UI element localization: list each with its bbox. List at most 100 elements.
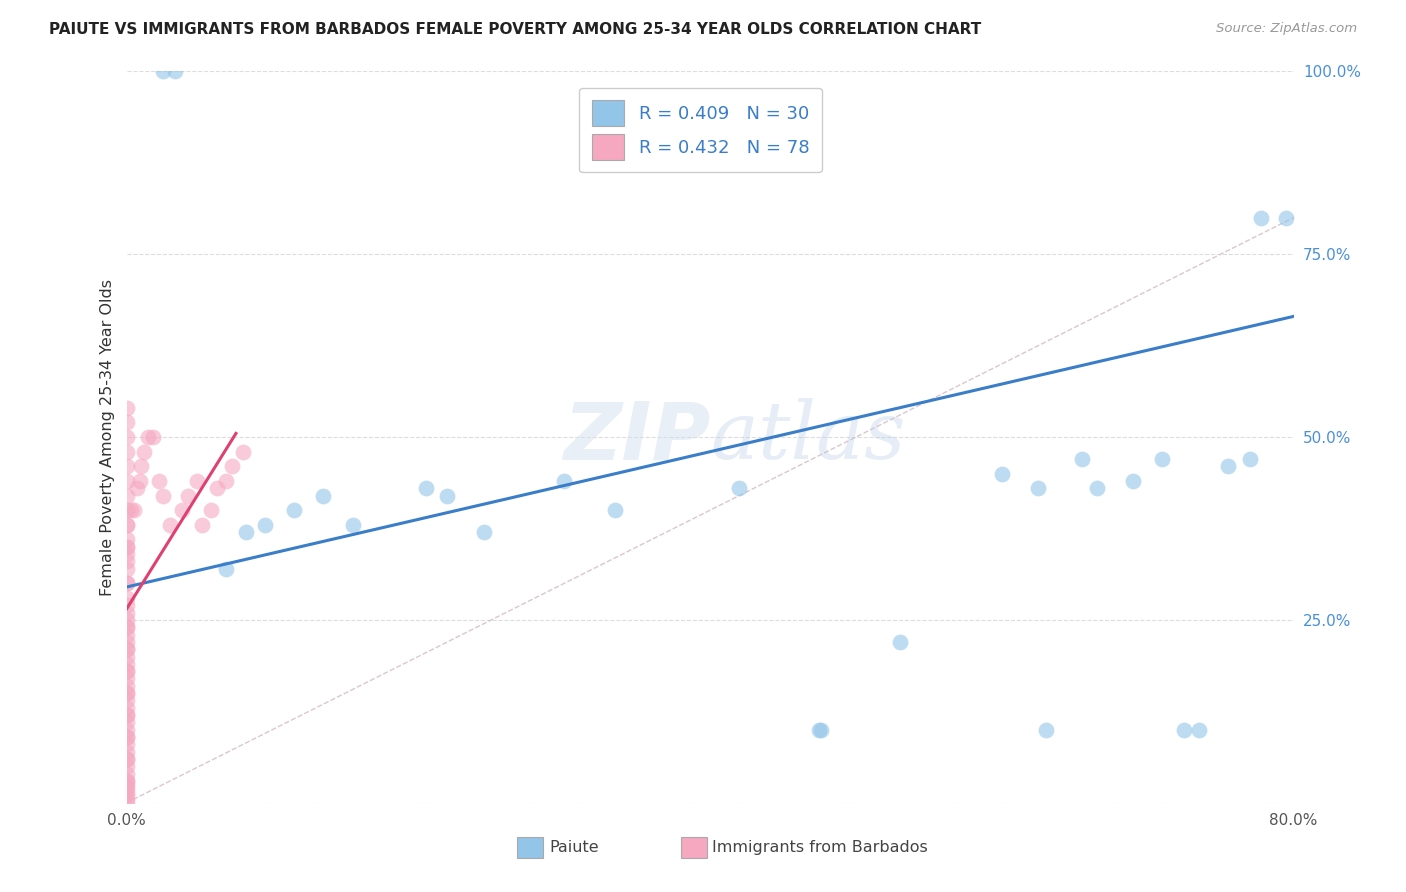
Point (152, 489, 174, 503)
Point (115, 599, 138, 613)
Point (115, 737, 138, 751)
Point (115, 796, 138, 810)
Point (235, 525, 257, 540)
Point (115, 723, 138, 737)
Point (472, 525, 495, 540)
Text: ZIP: ZIP (562, 398, 710, 476)
Point (115, 664, 138, 678)
Point (254, 517, 277, 532)
Point (436, 489, 458, 503)
Point (115, 708, 138, 723)
Point (1035, 723, 1057, 737)
Point (115, 489, 138, 503)
Point (1085, 481, 1108, 495)
Text: PAIUTE VS IMMIGRANTS FROM BARBADOS FEMALE POVERTY AMONG 25-34 YEAR OLDS CORRELAT: PAIUTE VS IMMIGRANTS FROM BARBADOS FEMAL… (49, 22, 981, 37)
Point (115, 686, 138, 700)
Point (115, 642, 138, 657)
Point (115, 745, 138, 759)
Point (215, 474, 238, 488)
Point (115, 672, 138, 686)
Point (115, 554, 138, 568)
Point (191, 517, 214, 532)
Point (115, 533, 138, 547)
Point (232, 444, 254, 458)
Point (128, 474, 150, 488)
Point (115, 635, 138, 649)
Point (115, 562, 138, 576)
Point (120, 503, 142, 517)
Point (115, 759, 138, 773)
Point (115, 708, 138, 723)
Point (115, 540, 138, 554)
Point (115, 792, 138, 806)
Point (125, 481, 148, 495)
Point (115, 781, 138, 796)
Point (177, 489, 200, 503)
Point (115, 606, 138, 620)
Point (138, 430, 160, 444)
Text: atlas: atlas (710, 399, 905, 475)
Point (115, 620, 138, 634)
Point (115, 752, 138, 766)
Point (186, 474, 208, 488)
Point (132, 444, 155, 458)
Point (115, 693, 138, 707)
Y-axis label: Female Poverty Among 25-34 Year Olds: Female Poverty Among 25-34 Year Olds (100, 278, 115, 596)
Point (115, 517, 138, 532)
Point (115, 430, 138, 444)
Point (115, 766, 138, 780)
Point (148, 474, 170, 488)
Point (1173, 723, 1195, 737)
Point (115, 576, 138, 591)
Point (1026, 481, 1049, 495)
Point (115, 444, 138, 458)
Point (115, 649, 138, 664)
Point (1122, 474, 1144, 488)
Point (1216, 459, 1239, 474)
Point (115, 517, 138, 532)
Point (728, 481, 751, 495)
Text: Source: ZipAtlas.com: Source: ZipAtlas.com (1216, 22, 1357, 36)
Point (115, 773, 138, 788)
Point (115, 591, 138, 605)
Point (1152, 452, 1174, 467)
Point (115, 700, 138, 714)
Point (115, 540, 138, 554)
Point (1239, 452, 1261, 467)
Point (810, 723, 832, 737)
Point (1071, 452, 1094, 467)
Point (200, 503, 222, 517)
Point (115, 576, 138, 591)
FancyBboxPatch shape (681, 838, 707, 858)
FancyBboxPatch shape (517, 838, 543, 858)
Point (889, 635, 911, 649)
Point (115, 401, 138, 415)
Point (115, 752, 138, 766)
Point (115, 627, 138, 641)
Point (115, 416, 138, 430)
Point (163, 64, 186, 78)
Point (170, 503, 193, 517)
Point (221, 459, 243, 474)
Point (312, 489, 335, 503)
Point (159, 517, 181, 532)
Point (605, 503, 627, 517)
Point (115, 730, 138, 744)
Point (115, 679, 138, 693)
Point (115, 474, 138, 488)
Point (115, 686, 138, 700)
Point (115, 620, 138, 634)
Point (122, 503, 145, 517)
Point (283, 503, 305, 517)
Point (115, 785, 138, 799)
Point (115, 664, 138, 678)
Point (142, 430, 165, 444)
Point (115, 778, 138, 792)
Point (990, 467, 1012, 481)
Point (808, 723, 831, 737)
Point (342, 517, 364, 532)
Point (1250, 211, 1272, 225)
Point (1275, 211, 1298, 225)
Point (129, 459, 152, 474)
Point (115, 789, 138, 803)
